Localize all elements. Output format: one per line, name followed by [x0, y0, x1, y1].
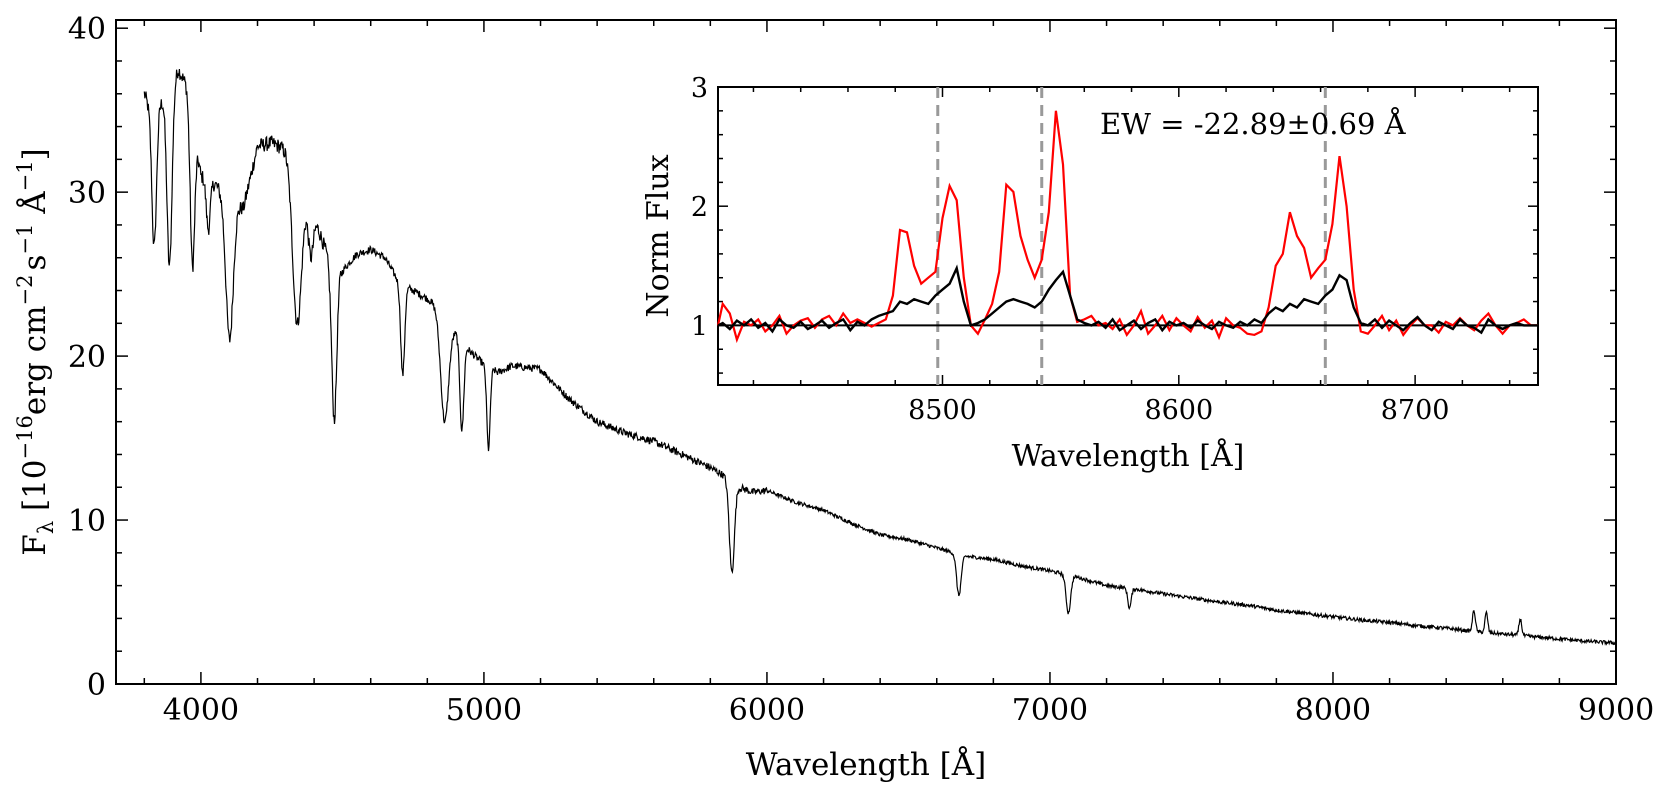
main-x-tick-label: 7000 — [1012, 693, 1088, 728]
inset-x-tick-label: 8700 — [1381, 395, 1450, 426]
inset-y-tick-label: 3 — [691, 73, 708, 104]
main-y-tick-label: 40 — [68, 12, 106, 47]
inset-ticks — [718, 86, 1538, 385]
main-spectrum-line — [143, 68, 1617, 646]
main-x-axis-label: Wavelength [Å] — [746, 745, 986, 783]
main-x-tick-label: 9000 — [1578, 693, 1654, 728]
main-tick-labels: 4000 5000 6000 7000 8000 9000 0 10 20 30 40 — [68, 12, 1654, 728]
inset-x-axis-label: Wavelength [Å] — [1012, 438, 1245, 474]
main-x-tick-label: 6000 — [729, 693, 805, 728]
inset-x-tick-label: 8600 — [1144, 395, 1213, 426]
main-x-tick-label: 8000 — [1295, 693, 1371, 728]
inset-chart: 8500 8600 8700 1 2 3 EW = -22.89±0.69 Å Wavel… — [641, 73, 1539, 474]
inset-y-tick-label: 1 — [691, 311, 708, 342]
inset-black-spectrum — [717, 264, 1538, 335]
inset-reference-lines — [936, 87, 1327, 385]
inset-y-tick-label: 2 — [691, 192, 708, 223]
inset-plot-frame — [717, 86, 1539, 386]
main-y-tick-label: 20 — [68, 340, 106, 375]
main-y-tick-label: 10 — [68, 504, 106, 539]
main-y-tick-label: 0 — [87, 668, 106, 703]
main-x-tick-label: 5000 — [446, 693, 522, 728]
main-x-tick-label: 4000 — [163, 693, 239, 728]
main-y-tick-label: 30 — [68, 176, 106, 211]
inset-red-spectrum — [716, 110, 1538, 344]
inset-y-axis-label: Norm Flux — [641, 154, 676, 317]
inset-ew-annotation: EW = -22.89±0.69 Å — [1100, 106, 1407, 141]
main-y-axis-label: Fλ [10−16erg cm−2s−1 Å−1] — [13, 148, 58, 555]
inset-tick-labels: 8500 8600 8700 1 2 3 — [691, 73, 1450, 426]
inset-x-tick-label: 8500 — [908, 395, 977, 426]
main-ticks — [116, 20, 1617, 685]
